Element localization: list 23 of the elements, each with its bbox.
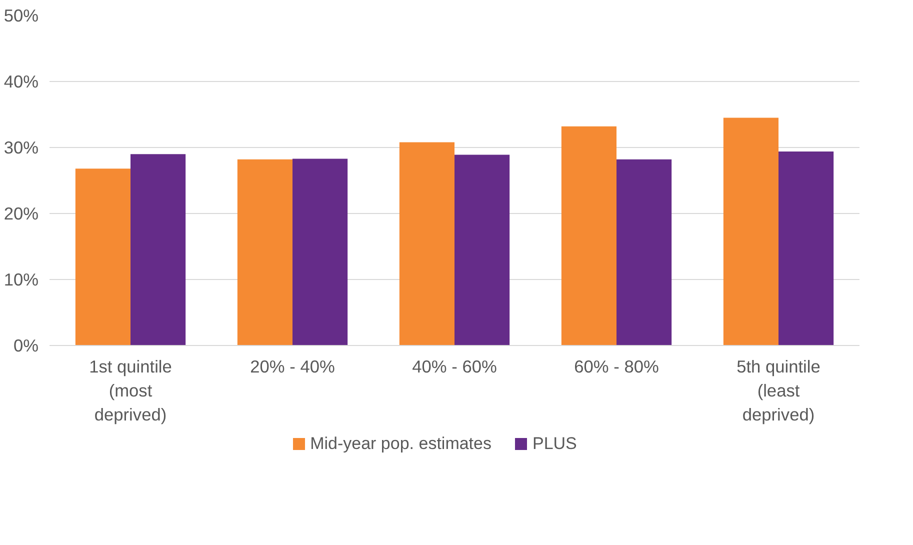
bar (561, 126, 616, 346)
bar (454, 154, 510, 346)
bar (75, 168, 130, 346)
y-tick-label: 0% (13, 336, 38, 356)
x-tick-label: 5th quintile (least deprived) (736, 356, 820, 424)
y-tick-label: 20% (4, 204, 39, 224)
bar (237, 159, 292, 346)
y-tick-label: 50% (4, 6, 39, 26)
bar (399, 142, 454, 346)
y-tick-label: 30% (4, 138, 39, 158)
x-tick-label: 40% - 60% (412, 356, 497, 376)
x-tick-label: 1st quintile (most deprived) (89, 356, 172, 424)
bar (723, 118, 778, 346)
y-tick-label: 10% (4, 270, 39, 290)
legend-label: Mid-year pop. estimates (310, 433, 492, 455)
bar (778, 151, 834, 346)
bar (616, 159, 672, 346)
x-tick-label: 20% - 40% (250, 356, 335, 376)
bar (292, 158, 348, 346)
legend-label: PLUS (532, 433, 577, 455)
y-tick-label: 40% (4, 72, 39, 92)
x-tick-label: 60% - 80% (574, 356, 659, 376)
bar (130, 154, 186, 346)
